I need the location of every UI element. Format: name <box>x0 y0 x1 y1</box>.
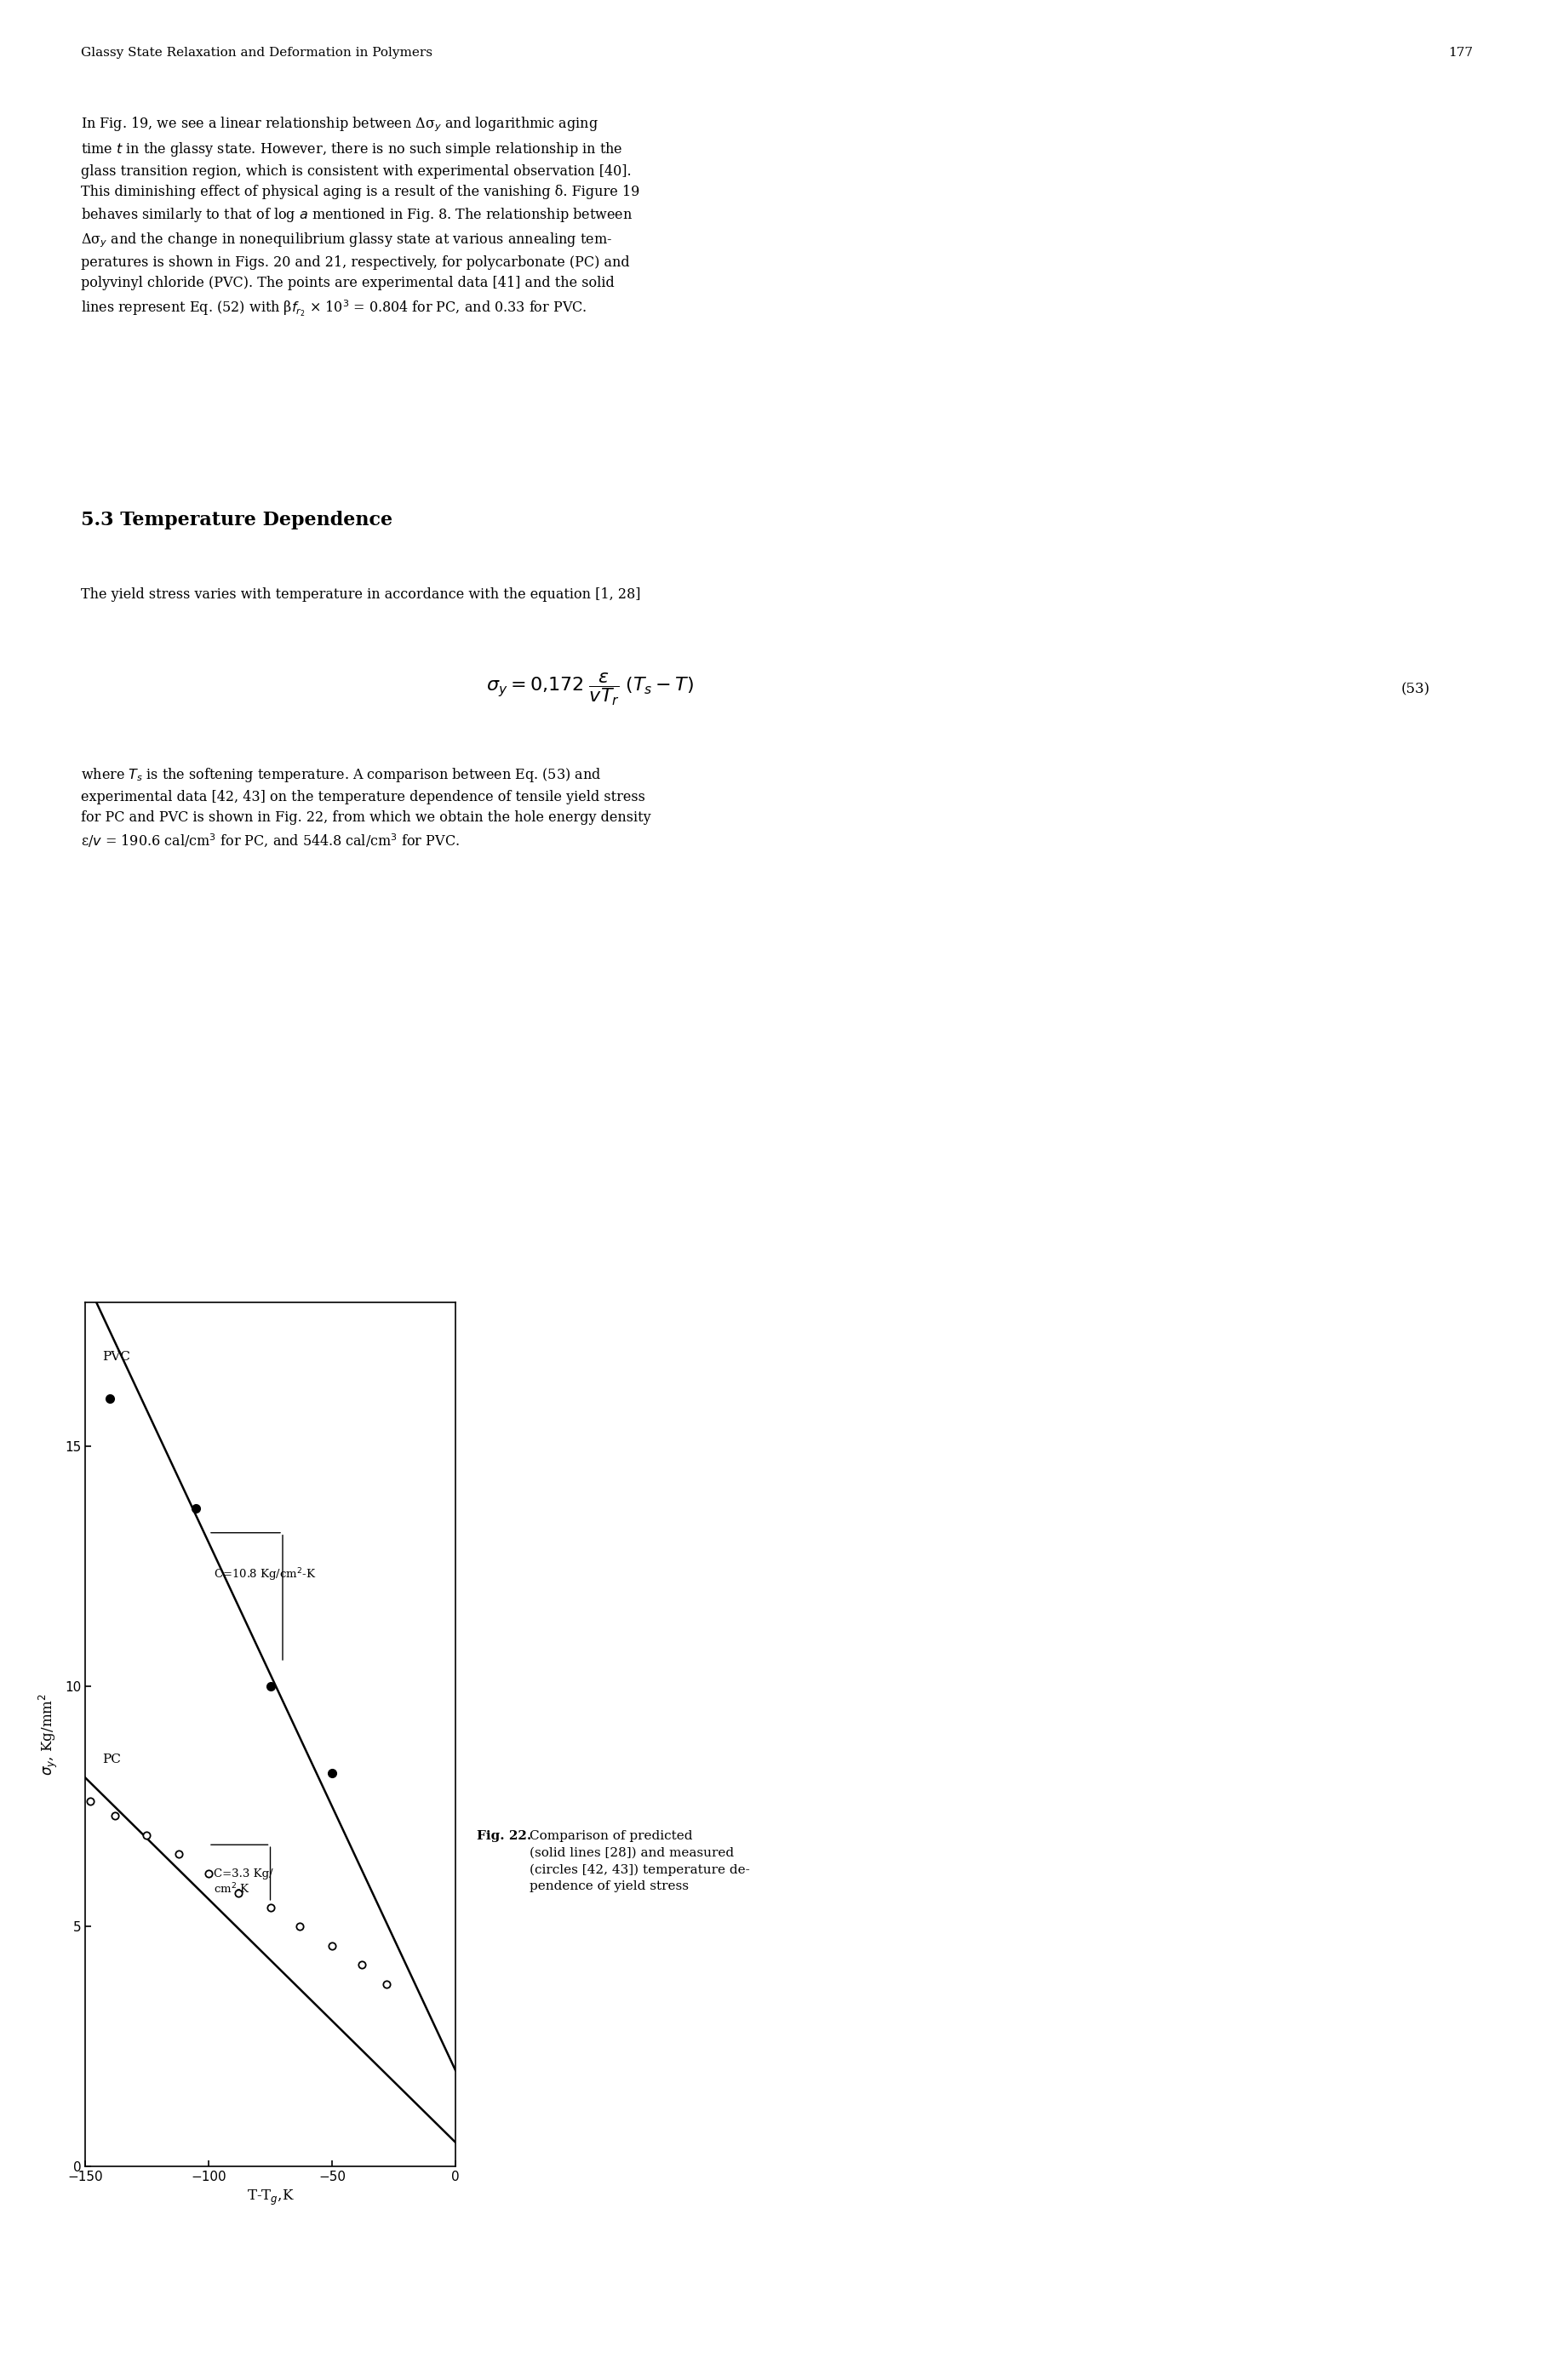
X-axis label: T-T$_g$,K: T-T$_g$,K <box>247 2187 293 2206</box>
Text: 5.3 Temperature Dependence: 5.3 Temperature Dependence <box>81 512 393 528</box>
Text: Comparison of predicted
(solid lines [28]) and measured
(circles [42, 43]) tempe: Comparison of predicted (solid lines [28… <box>529 1830 750 1892</box>
Text: In Fig. 19, we see a linear relationship between Δσ$_y$ and logarithmic aging
ti: In Fig. 19, we see a linear relationship… <box>81 114 639 319</box>
Text: Glassy State Relaxation and Deformation in Polymers: Glassy State Relaxation and Deformation … <box>81 48 433 60</box>
Text: The yield stress varies with temperature in accordance with the equation [1, 28]: The yield stress varies with temperature… <box>81 588 641 602</box>
Text: C=3.3 Kg/
cm$^2$-K: C=3.3 Kg/ cm$^2$-K <box>213 1868 273 1897</box>
Text: 177: 177 <box>1448 48 1471 60</box>
Text: where $T_s$ is the softening temperature. A comparison between Eq. (53) and
expe: where $T_s$ is the softening temperature… <box>81 766 650 850</box>
Text: PVC: PVC <box>102 1349 130 1361</box>
Text: $\sigma_y = 0{,}172\;\dfrac{\varepsilon}{vT_r}\;(T_s - T)$: $\sigma_y = 0{,}172\;\dfrac{\varepsilon}… <box>486 671 694 707</box>
Text: C=10.8 Kg/cm$^2$-K: C=10.8 Kg/cm$^2$-K <box>213 1566 315 1583</box>
Text: Fig. 22.: Fig. 22. <box>476 1830 531 1842</box>
Text: PC: PC <box>102 1754 121 1766</box>
Y-axis label: $\sigma_y$, Kg/mm$^2$: $\sigma_y$, Kg/mm$^2$ <box>37 1692 61 1775</box>
Text: (53): (53) <box>1400 683 1429 697</box>
